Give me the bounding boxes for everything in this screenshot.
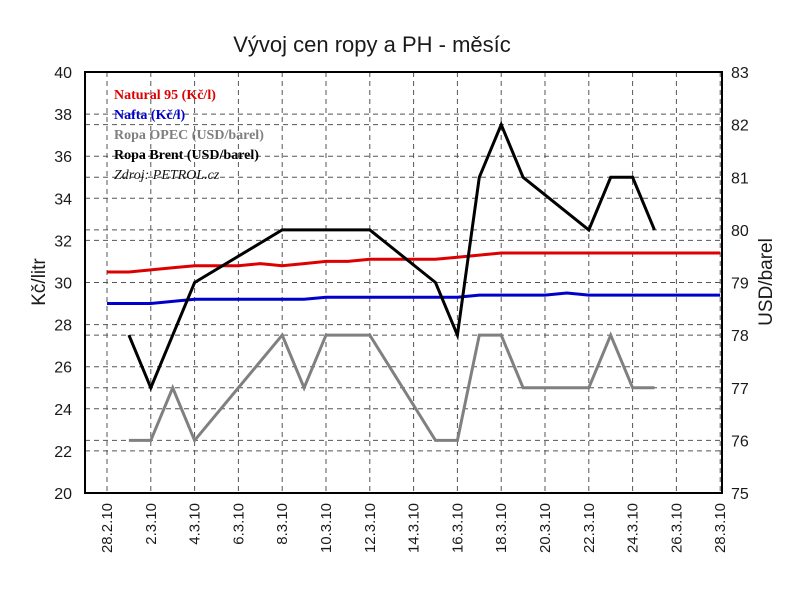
x-tick-label: 28.2.10 bbox=[99, 503, 116, 553]
series-line-ropa-opec bbox=[128, 331, 655, 444]
y-left-tick-label: 22 bbox=[54, 444, 72, 461]
y-axis-left-title: Kč/litr bbox=[29, 258, 50, 306]
y-right-tick-label: 75 bbox=[731, 486, 749, 503]
y-right-tick-label: 79 bbox=[731, 276, 749, 293]
plot-frame bbox=[84, 71, 723, 494]
legend-entry: Nafta (Kč/l) bbox=[114, 108, 185, 123]
x-tick-label: 14.3.10 bbox=[406, 503, 423, 553]
y-left-tick-label: 38 bbox=[54, 107, 72, 124]
series-line-nafta-kl bbox=[107, 291, 721, 305]
y-left-tick-label: 26 bbox=[54, 360, 72, 377]
y-left-tick-label: 32 bbox=[54, 233, 72, 250]
x-tick-label: 22.3.10 bbox=[581, 503, 598, 553]
legend-source-note: Zdroj: PETROL.cz bbox=[114, 168, 220, 183]
legend-entry: Ropa Brent (USD/barel) bbox=[114, 148, 259, 163]
chart-title: Vývoj cen ropy a PH - měsíc bbox=[233, 32, 511, 57]
y-left-tick-label: 30 bbox=[54, 276, 72, 293]
y-left-tick-label: 34 bbox=[54, 191, 72, 208]
grid bbox=[85, 72, 722, 493]
y-left-tick-label: 24 bbox=[54, 402, 72, 419]
x-tick-label: 10.3.10 bbox=[318, 503, 335, 553]
x-tick-label: 12.3.10 bbox=[362, 503, 379, 553]
legend-entry: Natural 95 (Kč/l) bbox=[114, 88, 216, 103]
y-left-tick-label: 28 bbox=[54, 318, 72, 335]
legend: Natural 95 (Kč/l) Nafta (Kč/l) Ropa OPEC (… bbox=[114, 88, 264, 183]
x-tick-label: 24.3.10 bbox=[625, 503, 642, 553]
y-axis-right-title: USD/barel bbox=[756, 238, 777, 326]
x-tick-label: 6.3.10 bbox=[230, 503, 247, 545]
right-axis-ticks: 75 76 77 78 79 80 81 82 83 bbox=[731, 65, 749, 503]
series-line-ropa-brent bbox=[127, 120, 656, 392]
y-right-tick-label: 82 bbox=[731, 118, 749, 135]
x-tick-label: 26.3.10 bbox=[668, 503, 685, 553]
x-tick-label: 20.3.10 bbox=[537, 503, 554, 553]
x-tick-label: 16.3.10 bbox=[449, 503, 466, 553]
series-line-natural-95 bbox=[107, 251, 721, 274]
y-left-tick-label: 40 bbox=[54, 65, 72, 82]
y-right-tick-label: 78 bbox=[731, 328, 749, 345]
x-tick-label: 8.3.10 bbox=[274, 503, 291, 545]
series-layer bbox=[107, 120, 721, 444]
y-right-tick-label: 80 bbox=[731, 223, 749, 240]
x-axis-ticks: 28.2.10 2.3.10 4.3.10 6.3.10 8.3.10 10.3.10 12… bbox=[99, 503, 729, 553]
legend-entry: Ropa OPEC (USD/barel) bbox=[114, 128, 264, 143]
y-right-tick-label: 77 bbox=[731, 381, 749, 398]
x-tick-label: 4.3.10 bbox=[187, 503, 204, 545]
y-left-tick-label: 20 bbox=[54, 486, 72, 503]
y-right-tick-label: 83 bbox=[731, 65, 749, 82]
x-tick-label: 28.3.10 bbox=[712, 503, 729, 553]
y-right-tick-label: 76 bbox=[731, 433, 749, 450]
left-axis-ticks: 20 22 24 26 28 30 32 34 36 38 40 bbox=[54, 65, 72, 503]
y-right-tick-label: 81 bbox=[731, 170, 749, 187]
y-left-tick-label: 36 bbox=[54, 149, 72, 166]
x-tick-label: 2.3.10 bbox=[143, 503, 160, 545]
x-tick-label: 18.3.10 bbox=[493, 503, 510, 553]
